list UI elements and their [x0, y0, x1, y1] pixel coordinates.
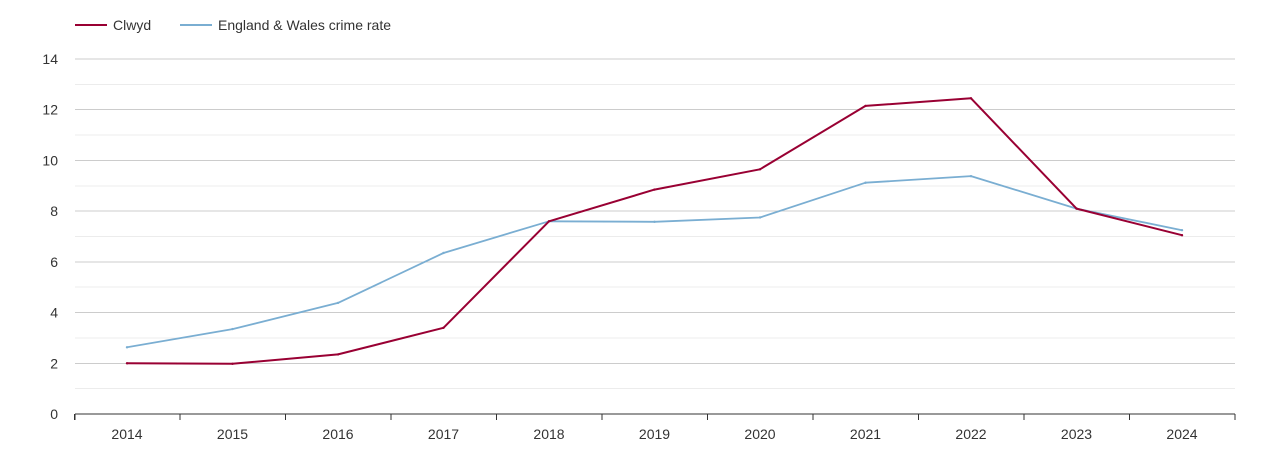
data-point-clwyd	[864, 104, 867, 108]
data-point-clwyd	[653, 188, 656, 191]
x-tick-label: 2024	[1166, 426, 1197, 442]
x-tick-label: 2016	[322, 426, 353, 442]
data-point-england-wales-crime-rate	[336, 301, 340, 305]
y-tick-label: 4	[50, 305, 58, 321]
data-point-clwyd	[125, 362, 129, 365]
data-point-england-wales-crime-rate	[758, 216, 762, 219]
data-point-england-wales-crime-rate	[231, 327, 234, 331]
data-point-clwyd	[231, 362, 234, 365]
x-tick-label: 2021	[850, 426, 881, 442]
legend-label: Clwyd	[113, 17, 151, 33]
data-point-england-wales-crime-rate	[442, 251, 445, 255]
data-point-clwyd	[547, 220, 551, 223]
data-point-clwyd	[336, 353, 340, 356]
data-point-england-wales-crime-rate	[125, 346, 129, 349]
x-tick-label: 2017	[428, 426, 459, 442]
data-point-clwyd	[1075, 207, 1078, 210]
y-axis: 0 2 4 6 8 10 12 14	[42, 51, 58, 422]
y-tick-label: 14	[42, 51, 58, 67]
data-point-clwyd	[758, 168, 762, 171]
y-tick-label: 10	[42, 152, 58, 168]
y-tick-label: 6	[50, 254, 58, 270]
x-axis: 2014 2015 2016 2017 2018 2019 2020 2021 2022 2023…	[73, 413, 1236, 442]
y-tick-label: 0	[50, 406, 58, 422]
data-point-clwyd	[1180, 234, 1184, 237]
data-point-england-wales-crime-rate	[1180, 228, 1184, 232]
y-tick-label: 8	[50, 203, 58, 219]
x-tick-label: 2014	[111, 426, 142, 442]
x-tick-label: 2023	[1061, 426, 1092, 442]
x-tick-label: 2022	[955, 426, 986, 442]
data-point-clwyd	[442, 326, 445, 329]
chart-legend: Clwyd England & Wales crime rate	[75, 17, 391, 33]
data-point-england-wales-crime-rate	[969, 174, 973, 178]
series-layer	[125, 97, 1184, 365]
data-point-england-wales-crime-rate	[653, 220, 656, 223]
y-tick-label: 12	[42, 102, 58, 118]
x-tick-label: 2019	[639, 426, 670, 442]
legend-label: England & Wales crime rate	[218, 17, 391, 33]
data-point-clwyd	[969, 97, 973, 100]
x-tick-label: 2020	[744, 426, 775, 442]
y-tick-label: 2	[50, 355, 58, 371]
series-line-clwyd	[126, 97, 1183, 365]
data-point-england-wales-crime-rate	[864, 181, 867, 184]
x-tick-label: 2015	[217, 426, 248, 442]
x-tick-label: 2018	[533, 426, 564, 442]
chart-gridlines	[75, 58, 1235, 390]
